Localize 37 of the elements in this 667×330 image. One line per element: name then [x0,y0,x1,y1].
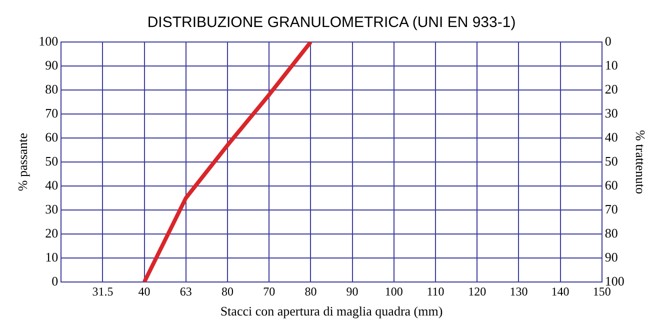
y2-tick-label: 30 [604,105,618,120]
x-tick-label: 80 [304,284,317,298]
y-tick-label: 10 [45,249,58,264]
x-tick-label: 70 [263,284,276,298]
y2-tick-label: 80 [604,225,618,240]
y2-tick-label: 50 [604,153,618,168]
y2-axis-title: % trattenuto [632,130,648,194]
x-tick-label: 90 [346,284,358,298]
y-tick-label: 90 [45,57,58,72]
y-axis-title: % passante [15,132,30,192]
x-axis-title: Stacci con apertura di maglia quadra (mm) [220,304,443,319]
y2-tick-label: 40 [604,129,618,144]
x-tick-label: 100 [384,284,403,298]
x-tick-label: 110 [426,284,444,298]
x-tick-label: 140 [551,284,570,298]
y-tick-label: 80 [45,81,58,96]
y2-tick-label: 70 [604,201,618,216]
y2-tick-label: 10 [604,57,618,72]
y2-tick-label: 90 [604,249,618,264]
y2-tick-label: 0 [604,33,612,48]
y-tick-label: 30 [45,201,58,216]
y-tick-label: 70 [45,105,58,120]
y-tick-label: 100 [38,33,58,48]
x-tick-label: 31.5 [92,284,114,298]
y-tick-label: 60 [45,129,58,144]
y2-tick-label: 20 [604,81,618,96]
chart-title: DISTRIBUZIONE GRANULOMETRICA (UNI EN 933-1) [147,14,516,32]
y-tick-label: 40 [45,177,58,192]
y2-tick-label: 60 [604,177,618,192]
x-tick-label: 130 [510,284,528,298]
x-tick-label: 80 [222,284,234,298]
x-tick-label: 40 [138,284,150,298]
y-tick-label: 0 [52,273,58,288]
y-tick-label: 50 [45,153,58,168]
x-tick-label: 63 [180,284,192,298]
x-tick-label: 120 [468,284,486,298]
y-tick-label: 20 [45,225,58,240]
